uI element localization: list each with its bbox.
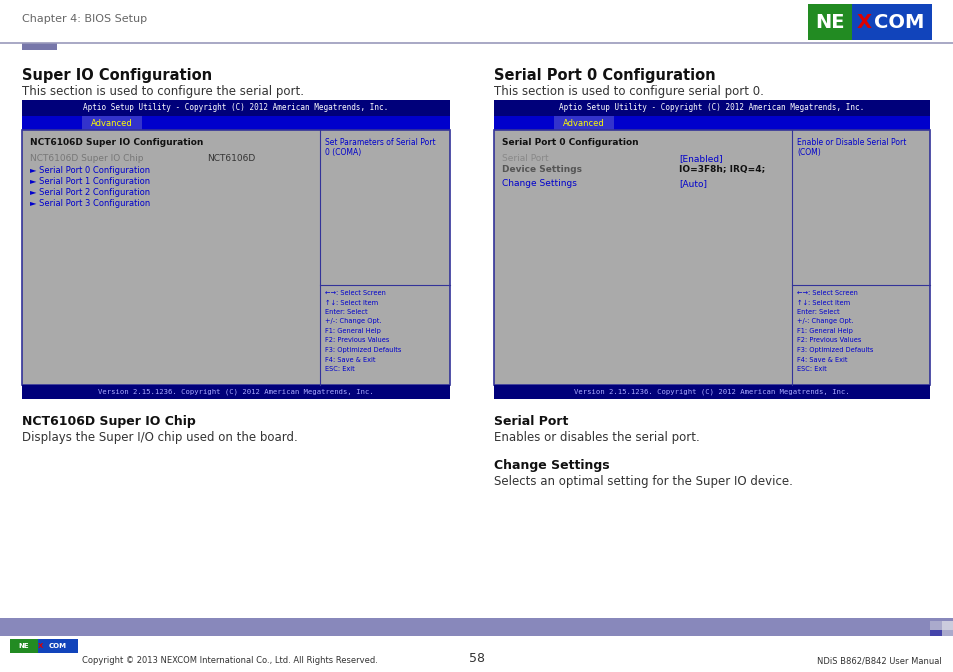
Text: ► Serial Port 3 Configuration: ► Serial Port 3 Configuration <box>30 199 150 208</box>
Text: F1: General Help: F1: General Help <box>796 328 852 334</box>
Text: ► Serial Port 2 Configuration: ► Serial Port 2 Configuration <box>30 188 150 197</box>
Bar <box>22 100 450 116</box>
Bar <box>22 130 450 385</box>
Text: NDiS B862/B842 User Manual: NDiS B862/B842 User Manual <box>817 656 941 665</box>
Text: F4: Save & Exit: F4: Save & Exit <box>325 357 375 362</box>
Bar <box>82 116 142 130</box>
Text: F3: Optimized Defaults: F3: Optimized Defaults <box>796 347 872 353</box>
Text: Enter: Select: Enter: Select <box>796 309 839 315</box>
Text: Enables or disables the serial port.: Enables or disables the serial port. <box>494 431 699 444</box>
Text: Enter: Select: Enter: Select <box>325 309 367 315</box>
Bar <box>0 618 953 636</box>
Text: X: X <box>856 13 871 32</box>
Text: Advanced: Advanced <box>91 118 132 128</box>
Bar <box>38 639 78 653</box>
Bar <box>941 621 953 630</box>
Bar <box>10 639 38 653</box>
Bar <box>494 130 929 385</box>
Text: Device Settings: Device Settings <box>501 165 581 174</box>
Text: Serial Port: Serial Port <box>494 415 568 428</box>
Text: 58: 58 <box>469 652 484 665</box>
Text: NE: NE <box>19 643 30 649</box>
Text: Change Settings: Change Settings <box>494 459 609 472</box>
Text: Aptio Setup Utility - Copyright (C) 2012 American Megatrends, Inc.: Aptio Setup Utility - Copyright (C) 2012… <box>83 103 388 112</box>
Text: NCT6106D Super IO Chip: NCT6106D Super IO Chip <box>30 154 143 163</box>
Text: Change Settings: Change Settings <box>501 179 577 188</box>
Text: [Enabled]: [Enabled] <box>679 154 721 163</box>
Text: F2: Previous Values: F2: Previous Values <box>796 337 861 343</box>
Text: Serial Port 0 Configuration: Serial Port 0 Configuration <box>494 68 715 83</box>
Text: F1: General Help: F1: General Help <box>325 328 380 334</box>
Text: Copyright © 2013 NEXCOM International Co., Ltd. All Rights Reserved.: Copyright © 2013 NEXCOM International Co… <box>82 656 377 665</box>
Bar <box>929 621 941 630</box>
Bar <box>22 385 450 399</box>
Text: This section is used to configure the serial port.: This section is used to configure the se… <box>22 85 304 98</box>
Bar <box>929 627 941 636</box>
Text: Serial Port 0 Configuration: Serial Port 0 Configuration <box>501 138 638 147</box>
Text: ↑↓: Select Item: ↑↓: Select Item <box>325 300 377 306</box>
Text: ► Serial Port 0 Configuration: ► Serial Port 0 Configuration <box>30 166 150 175</box>
Bar <box>554 116 614 130</box>
Text: +/-: Change Opt.: +/-: Change Opt. <box>325 319 381 325</box>
Text: NCT6106D Super IO Chip: NCT6106D Super IO Chip <box>22 415 195 428</box>
Bar <box>494 100 929 116</box>
Text: ► Serial Port 1 Configuration: ► Serial Port 1 Configuration <box>30 177 150 186</box>
Bar <box>494 385 929 399</box>
Text: F4: Save & Exit: F4: Save & Exit <box>796 357 846 362</box>
Bar <box>494 116 929 130</box>
Text: Version 2.15.1236. Copyright (C) 2012 American Megatrends, Inc.: Version 2.15.1236. Copyright (C) 2012 Am… <box>98 388 374 395</box>
Text: NCT6106D: NCT6106D <box>207 154 255 163</box>
Text: NCT6106D Super IO Configuration: NCT6106D Super IO Configuration <box>30 138 203 147</box>
Text: F3: Optimized Defaults: F3: Optimized Defaults <box>325 347 401 353</box>
Text: COM: COM <box>49 643 67 649</box>
Text: +/-: Change Opt.: +/-: Change Opt. <box>796 319 853 325</box>
Text: Chapter 4: BIOS Setup: Chapter 4: BIOS Setup <box>22 14 147 24</box>
Bar <box>22 116 450 130</box>
Bar <box>22 43 57 50</box>
Bar <box>807 4 851 40</box>
Text: IO=3F8h; IRQ=4;: IO=3F8h; IRQ=4; <box>679 165 764 174</box>
Bar <box>0 656 953 672</box>
Text: ESC: Exit: ESC: Exit <box>796 366 826 372</box>
Text: ←→: Select Screen: ←→: Select Screen <box>796 290 857 296</box>
Text: Enable or Disable Serial Port
(COM): Enable or Disable Serial Port (COM) <box>796 138 905 157</box>
Text: ←→: Select Screen: ←→: Select Screen <box>325 290 385 296</box>
Text: X: X <box>38 643 43 649</box>
Text: Serial Port: Serial Port <box>501 154 548 163</box>
Text: Displays the Super I/O chip used on the board.: Displays the Super I/O chip used on the … <box>22 431 297 444</box>
Text: Super IO Configuration: Super IO Configuration <box>22 68 212 83</box>
Bar <box>941 627 953 636</box>
Bar <box>851 4 931 40</box>
Text: Advanced: Advanced <box>562 118 604 128</box>
Text: Set Parameters of Serial Port
0 (COMA): Set Parameters of Serial Port 0 (COMA) <box>325 138 436 157</box>
Text: [Auto]: [Auto] <box>679 179 706 188</box>
Text: This section is used to configure serial port 0.: This section is used to configure serial… <box>494 85 763 98</box>
Text: Aptio Setup Utility - Copyright (C) 2012 American Megatrends, Inc.: Aptio Setup Utility - Copyright (C) 2012… <box>558 103 863 112</box>
Text: F2: Previous Values: F2: Previous Values <box>325 337 389 343</box>
Text: Version 2.15.1236. Copyright (C) 2012 American Megatrends, Inc.: Version 2.15.1236. Copyright (C) 2012 Am… <box>574 388 849 395</box>
Text: COM: COM <box>873 13 923 32</box>
Text: ↑↓: Select Item: ↑↓: Select Item <box>796 300 849 306</box>
Text: NE: NE <box>815 13 843 32</box>
Text: Selects an optimal setting for the Super IO device.: Selects an optimal setting for the Super… <box>494 475 792 488</box>
Text: ESC: Exit: ESC: Exit <box>325 366 355 372</box>
